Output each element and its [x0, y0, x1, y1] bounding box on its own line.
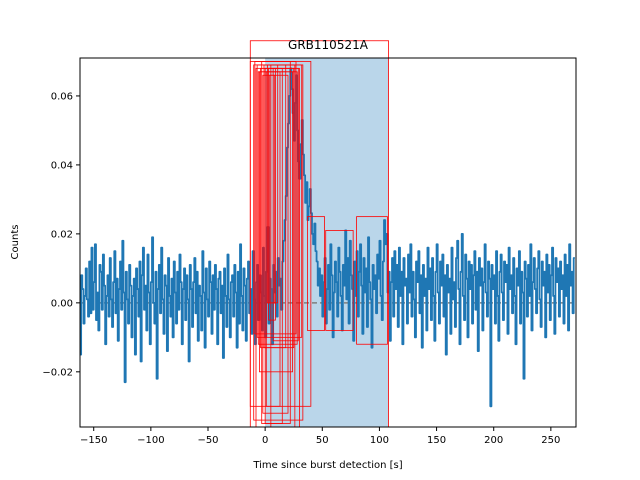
y-tick-label: −0.02 [42, 367, 73, 378]
detection-box [272, 67, 299, 342]
series-layer [80, 67, 576, 408]
series-line-0 [80, 67, 575, 408]
x-tick-label: −100 [137, 435, 164, 446]
y-tick-label: 0.02 [51, 229, 73, 240]
detection-box [256, 64, 303, 338]
detection-box [268, 67, 276, 321]
y-axis-ticks: −0.02 0.00 0.02 0.04 0.06 [42, 91, 80, 378]
detection-box [269, 74, 275, 304]
x-tick-label: 250 [541, 435, 560, 446]
y-axis-label: Counts [10, 225, 21, 260]
x-tick-label: −150 [80, 435, 107, 446]
x-axis-ticks: −150 −100 −50 0 50 100 150 200 250 [80, 427, 560, 446]
detection-box [259, 71, 293, 373]
y-tick-label: 0.06 [51, 91, 73, 102]
x-tick-label: −50 [197, 435, 218, 446]
x-tick-label: 100 [370, 435, 389, 446]
detection-box [356, 216, 388, 345]
chart-title: GRB110521A [288, 38, 369, 52]
detection-box [307, 216, 325, 331]
plot-frame [79, 57, 577, 428]
x-axis-label: Time since burst detection [s] [252, 460, 402, 471]
y-tick-label: 0.00 [51, 298, 73, 309]
x-tick-label: 0 [262, 435, 268, 446]
y-tick-label: 0.04 [51, 160, 73, 171]
detection-box [254, 61, 297, 335]
x-tick-label: 150 [427, 435, 446, 446]
detection-box [325, 230, 354, 331]
x-tick-label: 200 [484, 435, 503, 446]
x-tick-label: 50 [316, 435, 329, 446]
